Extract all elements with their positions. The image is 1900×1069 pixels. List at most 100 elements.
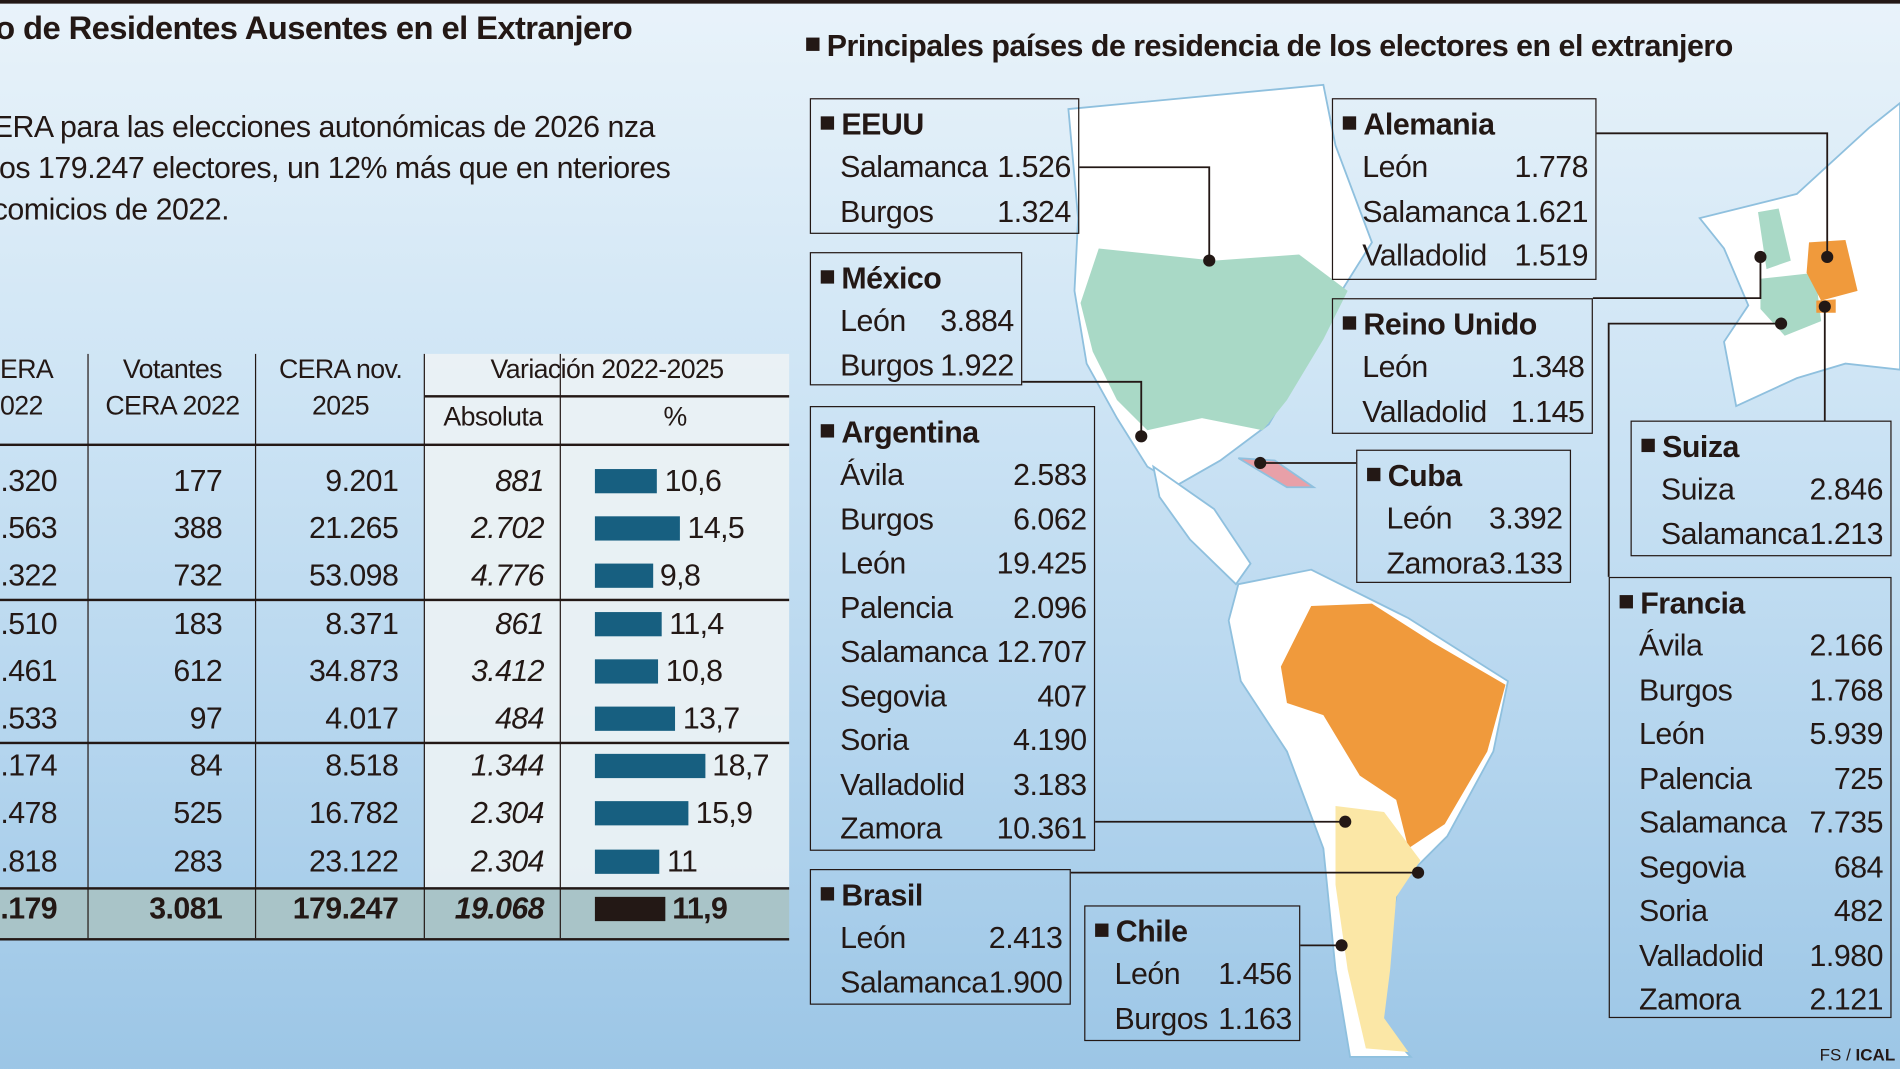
province-row: Ávila 2.583 — [821, 453, 1087, 497]
province-name: Segovia — [840, 679, 947, 714]
elector-count: 482 — [1833, 894, 1884, 929]
province-row: Salamanca 1.213 — [1641, 512, 1884, 556]
cell-pct: 11,9 — [672, 891, 728, 926]
province-row: León 5.939 — [1620, 713, 1884, 757]
cell-c3: 9.201 — [325, 464, 399, 499]
pct-bar — [594, 469, 658, 494]
marker-suiza — [1818, 300, 1831, 313]
province-name: Burgos — [1639, 673, 1733, 708]
marker-eeuu — [1203, 254, 1216, 267]
province-name: Burgos — [840, 348, 934, 383]
country-name: Argentina — [820, 412, 1087, 453]
province-name: Zamora — [840, 812, 942, 846]
country-name-text: Francia — [1640, 586, 1745, 621]
cell-abs: 861 — [495, 606, 544, 641]
bullet-square — [820, 424, 835, 438]
cell-c1: .322 — [0, 559, 58, 594]
country-box-mexico: México León 3.884 Burgos 1.922 — [809, 252, 1023, 386]
cell-c2: 388 — [173, 511, 223, 546]
map-title-text: Principales países de residencia de los … — [826, 29, 1733, 64]
marker-cuba — [1254, 456, 1267, 470]
province-row: León 1.778 — [1343, 145, 1588, 189]
province-row: Segovia 407 — [821, 674, 1087, 718]
cell-c1: .174 — [0, 749, 58, 784]
province-row: León 19.425 — [821, 542, 1087, 586]
cell-c2: 283 — [173, 844, 223, 879]
elector-count: 1.621 — [1514, 194, 1589, 229]
elector-count: 19.425 — [996, 546, 1087, 581]
marker-mexico — [1135, 430, 1148, 443]
cell-abs: 881 — [495, 464, 544, 499]
cell-c1: .179 — [0, 891, 58, 926]
cell-c2: 97 — [189, 701, 223, 736]
germany-shape — [1806, 239, 1858, 301]
province-row: León 3.884 — [821, 299, 1014, 343]
credit-ical: ICAL — [1855, 1044, 1896, 1065]
country-name: Francia — [1619, 583, 1883, 624]
cell-c2: 177 — [173, 464, 223, 499]
province-row: Salamanca 1.526 — [821, 145, 1071, 189]
province-name: Palencia — [1639, 761, 1752, 796]
cell-abs: 4.776 — [470, 559, 545, 594]
cell-pct: 10,6 — [664, 464, 722, 499]
province-name: Ávila — [1639, 629, 1703, 663]
province-name: Valladolid — [840, 767, 965, 802]
header-votantes: Votantes CERA 2022 — [105, 353, 240, 421]
country-name-text: Suiza — [1662, 430, 1739, 465]
cell-c2: 3.081 — [149, 891, 223, 926]
cell-c3: 16.782 — [309, 796, 399, 831]
elector-count: 2.096 — [1013, 590, 1087, 625]
province-row: León 2.413 — [821, 916, 1063, 960]
marker-alemania — [1821, 250, 1834, 264]
cell-c3: 34.873 — [309, 654, 399, 689]
bullet-square — [1619, 594, 1633, 609]
province-name: León — [1362, 150, 1428, 185]
province-row: León 1.348 — [1343, 345, 1585, 389]
elector-count: 725 — [1833, 761, 1884, 796]
province-name: Salamanca — [1362, 194, 1510, 229]
marker-brasil — [1411, 866, 1425, 879]
cell-pct: 13,7 — [682, 701, 740, 736]
top-rule — [0, 0, 1900, 4]
cell-c3: 23.122 — [309, 844, 399, 879]
elector-count: 2.121 — [1809, 982, 1884, 1017]
province-name: Burgos — [1114, 1001, 1209, 1036]
cell-c3: 8.518 — [325, 749, 399, 784]
marker-francia — [1775, 317, 1788, 330]
france-shape — [1760, 272, 1822, 336]
country-box-suiza: Suiza Suiza 2.846 Salamanca 1.213 — [1630, 420, 1892, 557]
cell-pct: 9,8 — [659, 559, 701, 594]
central-america-landmass — [1152, 464, 1252, 586]
pct-bar — [594, 706, 676, 731]
elector-count: 1.900 — [988, 965, 1063, 1000]
cell-c2: 183 — [173, 606, 223, 641]
connector-eeuu — [1079, 166, 1211, 261]
cell-pct: 10,8 — [665, 654, 723, 689]
country-box-brasil: Brasil León 2.413 Salamanca 1.900 — [809, 869, 1071, 1005]
cell-c3: 8.371 — [325, 606, 399, 641]
province-row: Salamanca 12.707 — [821, 630, 1087, 674]
cell-abs: 2.304 — [470, 844, 545, 879]
elector-count: 1.456 — [1218, 957, 1292, 992]
country-box-chile: Chile León 1.456 Burgos 1.163 — [1084, 905, 1301, 1042]
bullet-square — [1641, 438, 1655, 452]
country-name: Cuba — [1367, 456, 1562, 497]
province-row: Zamora 3.133 — [1367, 541, 1564, 585]
usa-shape — [1080, 248, 1348, 431]
country-box-reino-unido: Reino Unido León 1.348 Valladolid 1.145 — [1331, 298, 1593, 434]
uk-shape — [1758, 208, 1791, 270]
pct-bar — [594, 659, 659, 684]
elector-count: 6.062 — [1013, 502, 1087, 537]
connector-mexico — [1022, 380, 1143, 437]
country-box-cuba: Cuba León 3.392 Zamora 3.133 — [1356, 449, 1572, 585]
bullet-square — [806, 37, 820, 51]
province-name: Soria — [840, 723, 909, 758]
header-rule — [424, 395, 790, 397]
province-row: Valladolid 3.183 — [821, 763, 1087, 807]
cell-pct: 11,4 — [669, 606, 724, 641]
bullet-square — [820, 116, 835, 130]
cell-c2: 84 — [189, 749, 223, 784]
bullet-square — [1342, 116, 1357, 130]
